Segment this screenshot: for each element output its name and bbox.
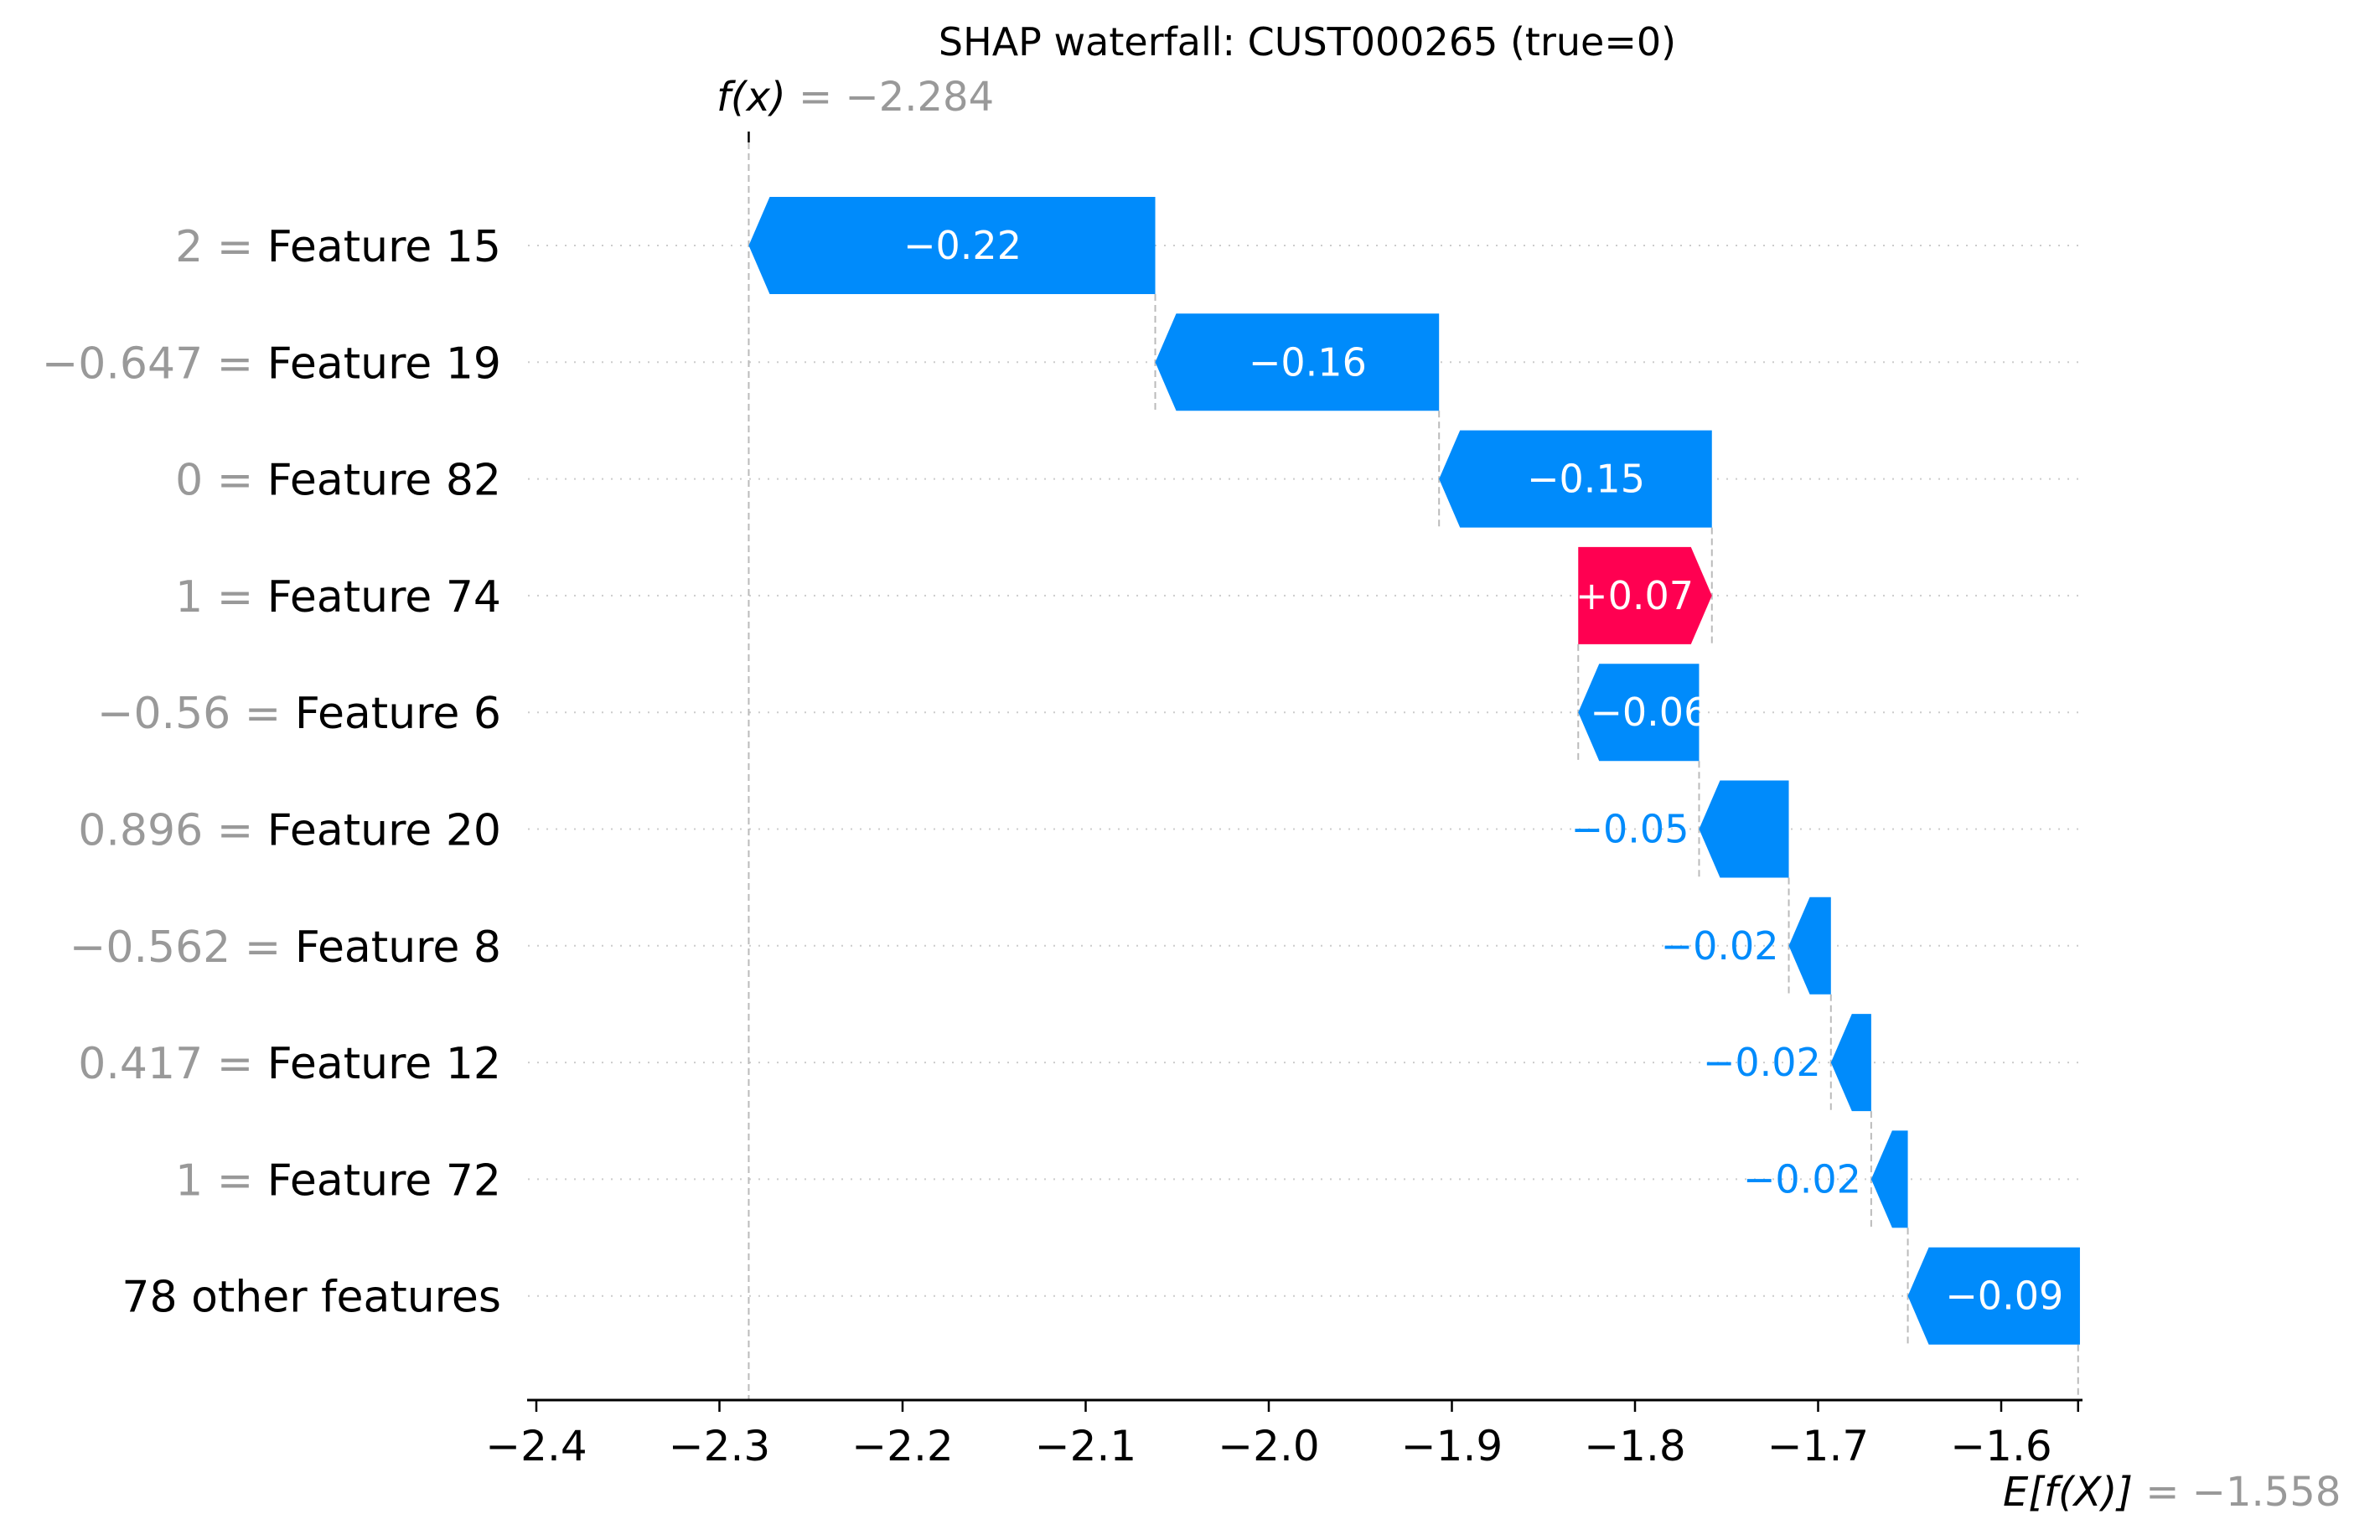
feature-row-label: 1 = Feature 72 [175, 1155, 501, 1206]
base-value-text: = −1.558 [2133, 1469, 2341, 1516]
bar-value-label: −0.15 [1527, 457, 1645, 502]
base-math-text: E[f(X)] [2003, 1469, 2133, 1516]
x-tick-label: −1.7 [1767, 1422, 1869, 1470]
bar-negative [1439, 430, 1712, 528]
bar-value-label: −0.02 [1743, 1156, 1861, 1202]
bar-negative [748, 197, 1156, 294]
feature-value-text: 0.896 = [78, 806, 267, 856]
feature-value-text: 1 = [175, 1155, 267, 1206]
feature-value-text: 0 = [175, 456, 267, 506]
bar-layer [748, 197, 2080, 1345]
fx-value-text: = −2.284 [786, 74, 994, 121]
connector-layer [748, 132, 2079, 1400]
feature-name-text: Feature 8 [295, 922, 501, 973]
feature-value-text: 2 = [175, 222, 267, 272]
label-layer: 2 = Feature 15 −0.22−0.647 = Feature 19 −0… [42, 222, 2064, 1323]
x-tick-label: −1.6 [1950, 1422, 2051, 1470]
feature-row-label: 0 = Feature 82 [175, 456, 501, 506]
x-tick-label: −2.0 [1218, 1422, 1319, 1470]
bar-value-label: −0.22 [903, 223, 1022, 268]
feature-name-text: Feature 82 [267, 456, 501, 506]
base-value-annotation: E[f(X)] = −1.558 [2003, 1469, 2341, 1516]
x-tick-label: −1.9 [1401, 1422, 1503, 1470]
feature-value-text: 0.417 = [78, 1039, 267, 1089]
bar-value-label: +0.07 [1575, 573, 1694, 618]
feature-name-text: Feature 19 [267, 338, 501, 389]
feature-value-text: −0.562 = [70, 922, 295, 973]
feature-value-text: −0.56 = [97, 689, 295, 739]
fx-math-text: f(x) [717, 74, 786, 121]
bar-value-label: −0.05 [1571, 807, 1689, 852]
x-tick-label: −2.3 [669, 1422, 770, 1470]
bar-value-label: −0.02 [1661, 923, 1779, 969]
bar-value-label: −0.09 [1945, 1274, 2063, 1319]
feature-value-text: 1 = [175, 572, 267, 623]
feature-row-label: 1 = Feature 74 [175, 572, 501, 623]
bar-negative [1699, 780, 1789, 878]
x-tick-label: −2.2 [851, 1422, 953, 1470]
feature-name-text: Feature 74 [267, 572, 501, 623]
feature-row-label: −0.56 = Feature 6 [97, 689, 501, 739]
feature-row-label: 0.896 = Feature 20 [78, 806, 501, 856]
bar-value-label: −0.02 [1703, 1040, 1821, 1085]
feature-name-text: 78 other features [122, 1273, 501, 1323]
feature-value-text: −0.647 = [42, 338, 267, 389]
bar-negative [1578, 664, 1700, 762]
x-tick-label: −2.1 [1035, 1422, 1136, 1470]
bar-negative [1870, 1130, 1908, 1228]
bar-value-label: −0.06 [1590, 690, 1708, 735]
feature-row-label: 0.417 = Feature 12 [78, 1039, 501, 1089]
bar-positive [1578, 546, 1712, 644]
bar-negative [1830, 1014, 1871, 1112]
x-tick-label: −1.8 [1584, 1422, 1685, 1470]
bar-value-label: −0.16 [1249, 339, 1367, 385]
x-tick-label: −2.4 [485, 1422, 587, 1470]
annotation-layer: f(x) = −2.284 E[f(X)] = −1.558 [717, 74, 2341, 1516]
feature-row-label: −0.647 = Feature 19 [42, 338, 501, 389]
bar-negative [1155, 313, 1440, 411]
feature-name-text: Feature 20 [267, 806, 501, 856]
feature-row-label: 2 = Feature 15 [175, 222, 501, 272]
feature-name-text: Feature 72 [267, 1155, 501, 1206]
bar-negative [1907, 1247, 2080, 1345]
feature-row-label: 78 other features [122, 1273, 501, 1323]
x-axis: −2.4 −2.3 −2.2 −2.1 −2.0 −1.9 −1.8 −1.7 −1.6 [485, 1398, 2082, 1470]
chart-title: SHAP waterfall: CUST000265 (true=0) [939, 19, 1676, 65]
feature-name-text: Feature 6 [295, 689, 501, 739]
fx-annotation: f(x) = −2.284 [717, 74, 994, 121]
feature-row-label: −0.562 = Feature 8 [70, 922, 501, 973]
bar-negative [1788, 897, 1831, 995]
feature-name-text: Feature 15 [267, 222, 501, 272]
feature-name-text: Feature 12 [267, 1039, 501, 1089]
